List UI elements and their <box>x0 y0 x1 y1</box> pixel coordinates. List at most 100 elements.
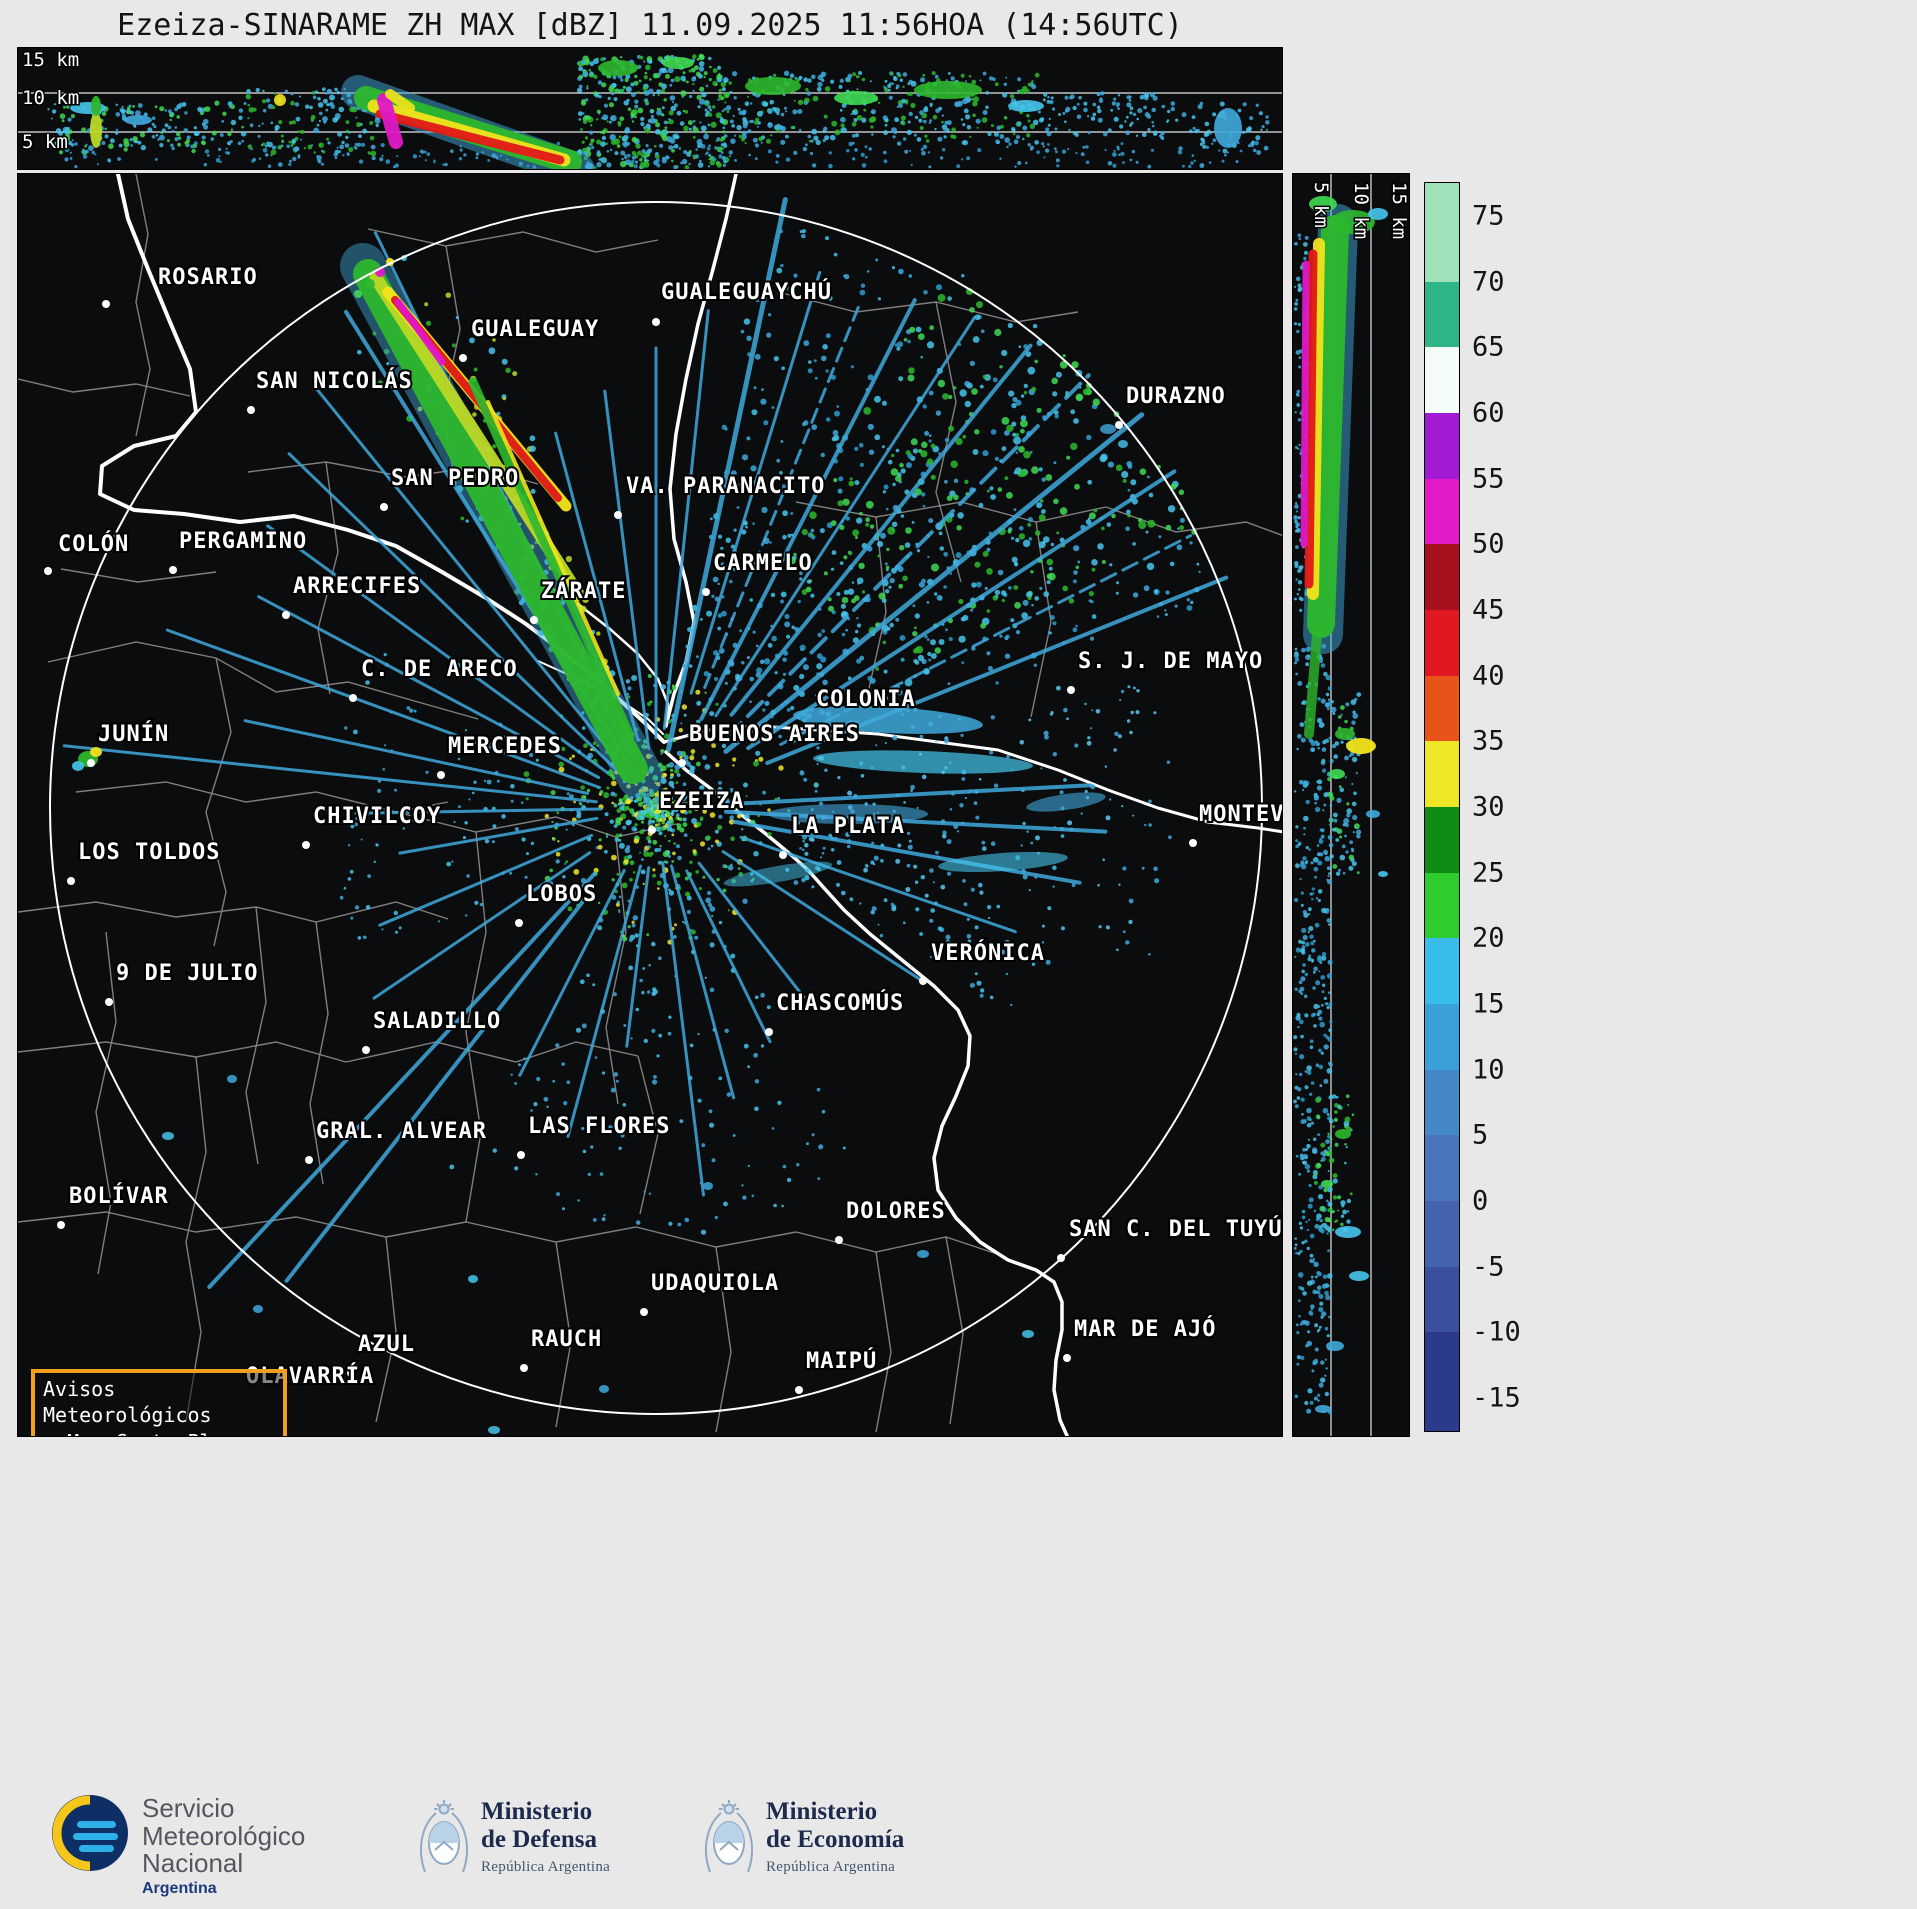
right-cross-section-plot: 5 km 10 km 15 km <box>1293 174 1409 1436</box>
echo-speckle <box>1022 125 1028 131</box>
echo-speckle <box>271 145 277 150</box>
radar-speckle-echo <box>827 295 833 301</box>
radar-speckle-echo <box>462 836 467 840</box>
echo-speckle <box>1082 145 1086 149</box>
colorbar-tick-label: 15 <box>1472 988 1505 1020</box>
radar-speckle-echo <box>634 933 639 938</box>
short-term-warnings-box[interactable]: Avisos Meteorológicos a Muy Corto Plazo <box>31 1369 287 1436</box>
echo-blob <box>1335 1129 1351 1139</box>
echo-speckle <box>143 112 148 117</box>
radar-speckle-echo <box>928 439 932 443</box>
radar-speckle-echo <box>974 314 981 321</box>
echo-speckle <box>775 154 780 158</box>
echo-speckle <box>211 130 217 136</box>
radar-speckle-echo <box>1060 834 1065 838</box>
echo-speckle <box>943 135 947 139</box>
echo-speckle <box>1294 647 1298 651</box>
echo-speckle <box>1317 889 1323 894</box>
radar-speckle-echo <box>373 860 376 863</box>
radar-speckle-echo <box>695 870 699 874</box>
radar-speckle-echo <box>449 1164 455 1170</box>
radar-speckle-echo <box>899 462 904 468</box>
city-dot <box>362 1046 370 1054</box>
echo-speckle <box>1320 1142 1326 1148</box>
radar-speckle-echo <box>628 965 634 971</box>
radar-speckle-echo <box>656 880 662 886</box>
radar-speckle-echo <box>1044 734 1049 740</box>
echo-speckle <box>1222 148 1228 154</box>
radar-speckle-echo <box>641 820 644 824</box>
radar-speckle-echo <box>874 395 881 403</box>
radar-spike-echo <box>703 301 862 689</box>
radar-speckle-echo <box>944 437 950 443</box>
echo-speckle <box>290 92 294 96</box>
echo-speckle <box>1295 839 1299 843</box>
radar-spike-echo <box>739 835 1017 934</box>
echo-speckle <box>920 77 926 83</box>
radar-speckle-echo <box>631 920 635 924</box>
echo-speckle <box>618 135 622 139</box>
city-dot <box>44 567 52 575</box>
echo-speckle <box>115 128 119 131</box>
radar-speckle-echo <box>837 488 843 494</box>
radar-speckle-echo <box>923 290 928 295</box>
radar-speckle-echo <box>718 814 723 819</box>
radar-speckle-echo <box>618 895 622 899</box>
radar-speckle-echo <box>410 818 415 822</box>
echo-blob <box>1368 208 1388 220</box>
radar-speckle-echo <box>1105 925 1110 930</box>
echo-speckle <box>1151 107 1156 113</box>
echo-speckle <box>896 71 901 76</box>
radar-speckle-echo <box>384 348 390 355</box>
echo-speckle <box>1315 1114 1321 1119</box>
echo-speckle <box>922 73 926 77</box>
radar-speckle-echo <box>877 541 884 548</box>
radar-speckle-echo <box>354 822 358 827</box>
echo-speckle <box>839 108 843 112</box>
radar-speckle-echo <box>924 635 928 639</box>
echo-speckle <box>247 103 250 107</box>
radar-spike-echo <box>625 866 651 1048</box>
radar-speckle-echo <box>651 1028 656 1033</box>
echo-speckle <box>725 105 732 111</box>
radar-speckle-echo <box>526 852 529 856</box>
radar-speckle-echo <box>799 571 803 576</box>
echo-speckle <box>822 138 826 143</box>
echo-blob <box>1100 424 1116 434</box>
echo-speckle <box>724 101 727 104</box>
radar-speckle-echo <box>651 789 654 793</box>
radar-speckle-echo <box>865 500 874 509</box>
radar-speckle-echo <box>1041 941 1045 944</box>
radar-speckle-echo <box>953 386 957 390</box>
colorbar-tick-label: 70 <box>1472 266 1505 298</box>
radar-speckle-echo <box>916 549 921 553</box>
echo-speckle <box>1319 852 1324 857</box>
echo-speckle <box>584 98 589 102</box>
radar-speckle-echo <box>657 823 661 826</box>
echo-speckle <box>1144 112 1150 118</box>
radar-spike-echo <box>372 851 592 1000</box>
radar-speckle-echo <box>847 588 855 595</box>
radar-speckle-echo <box>389 375 395 381</box>
radar-speckle-echo <box>1073 418 1079 424</box>
radar-speckle-echo <box>912 604 916 608</box>
echo-speckle <box>937 136 943 142</box>
echo-speckle <box>164 123 169 128</box>
radar-speckle-echo <box>715 762 720 768</box>
altitude-label: 10 km <box>1350 182 1372 239</box>
echo-speckle <box>625 141 631 146</box>
echo-speckle <box>578 88 583 93</box>
echo-speckle <box>741 137 745 142</box>
radar-speckle-echo <box>639 978 643 983</box>
radar-speckle-echo <box>1056 531 1060 535</box>
colorbar-tick-label: 40 <box>1472 660 1505 692</box>
echo-speckle <box>265 98 271 103</box>
colorbar-band <box>1425 938 1459 1004</box>
radar-speckle-echo <box>892 735 898 741</box>
colorbar-band <box>1425 872 1459 939</box>
echo-speckle <box>1017 89 1020 92</box>
ministry-name-line-2: de Defensa <box>481 1826 597 1853</box>
radar-speckle-echo <box>326 809 331 814</box>
radar-speckle-echo <box>669 768 674 772</box>
